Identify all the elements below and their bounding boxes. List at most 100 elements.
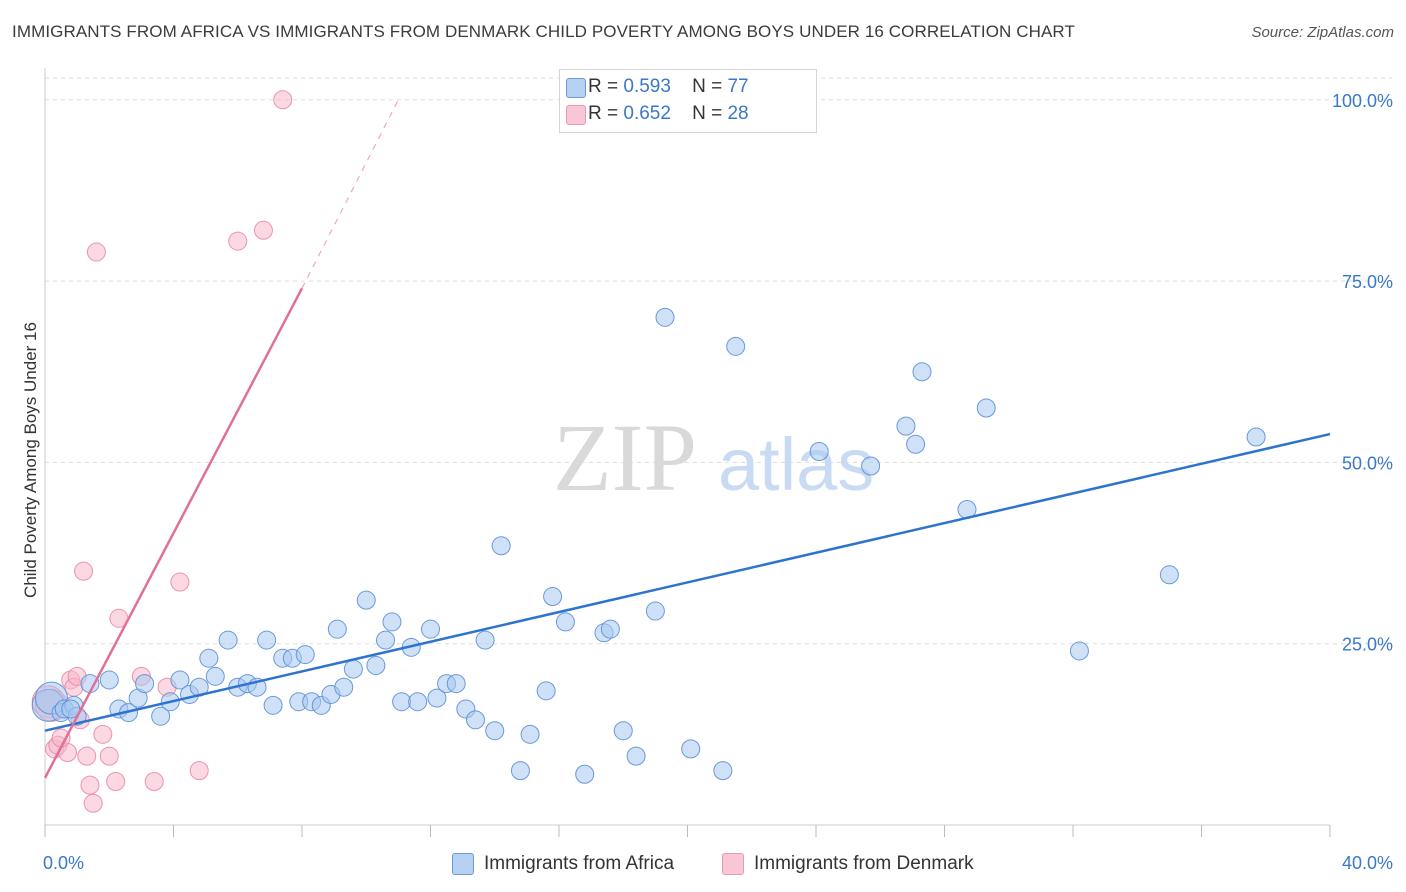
trend-layer bbox=[43, 99, 1331, 779]
africa-point bbox=[376, 630, 396, 650]
y-tick-label: 75.0% bbox=[1342, 272, 1393, 292]
denmark-trend-line bbox=[43, 287, 304, 779]
africa-point bbox=[536, 681, 556, 701]
stats-row-africa: R = 0.593 N = 77 bbox=[566, 74, 749, 100]
legend-denmark-label: Immigrants from Denmark bbox=[754, 853, 974, 874]
africa-point bbox=[555, 612, 575, 632]
africa-point bbox=[356, 590, 376, 610]
africa-point bbox=[99, 670, 119, 690]
source-label: Source: ZipAtlas.com bbox=[1251, 24, 1394, 41]
y-tick-label: 100.0% bbox=[1332, 91, 1393, 111]
africa-point bbox=[906, 434, 926, 454]
legend-item-denmark[interactable]: Immigrants from Denmark bbox=[722, 850, 974, 878]
africa-point bbox=[135, 674, 155, 694]
stats-row-denmark: R = 0.652 N = 28 bbox=[566, 101, 749, 127]
denmark-point bbox=[77, 746, 97, 766]
legend-africa-label: Immigrants from Africa bbox=[484, 853, 675, 874]
watermark-atlas: atlas bbox=[718, 423, 874, 506]
africa-r-value: 0.593 bbox=[623, 76, 671, 97]
africa-point bbox=[343, 659, 363, 679]
denmark-swatch bbox=[566, 105, 586, 125]
africa-point bbox=[613, 721, 633, 741]
denmark-point bbox=[228, 231, 248, 251]
denmark-point bbox=[80, 775, 100, 795]
africa-point bbox=[446, 674, 466, 694]
africa-n-label: N = bbox=[692, 76, 723, 97]
africa-point bbox=[327, 619, 347, 639]
denmark-point bbox=[74, 561, 94, 581]
africa-point bbox=[681, 739, 701, 759]
africa-point bbox=[392, 692, 412, 712]
africa-point bbox=[218, 630, 238, 650]
africa-point bbox=[382, 612, 402, 632]
denmark-point bbox=[170, 572, 190, 592]
legend-item-africa[interactable]: Immigrants from Africa bbox=[452, 850, 674, 878]
africa-point bbox=[1069, 641, 1089, 661]
x-tick-label: 40.0% bbox=[1342, 853, 1393, 873]
denmark-trend-extension bbox=[301, 99, 399, 289]
africa-point bbox=[896, 416, 916, 436]
africa-point bbox=[713, 761, 733, 781]
watermark: ZIP atlas bbox=[553, 404, 874, 511]
africa-point bbox=[626, 746, 646, 766]
africa-point bbox=[491, 536, 511, 556]
legend-africa-swatch bbox=[452, 853, 474, 875]
africa-point bbox=[151, 706, 171, 726]
denmark-r-value: 0.652 bbox=[623, 103, 671, 124]
legend-denmark-swatch bbox=[722, 853, 744, 875]
denmark-point bbox=[189, 761, 209, 781]
africa-point bbox=[366, 655, 386, 675]
africa-point bbox=[912, 362, 932, 382]
africa-trend-line bbox=[44, 432, 1331, 732]
africa-point bbox=[645, 601, 665, 621]
denmark-point bbox=[93, 724, 113, 744]
africa-point bbox=[543, 587, 563, 607]
africa-point bbox=[575, 764, 595, 784]
africa-point bbox=[1246, 427, 1266, 447]
africa-point bbox=[257, 630, 277, 650]
africa-point bbox=[408, 692, 428, 712]
africa-point bbox=[295, 645, 315, 665]
denmark-point bbox=[51, 728, 71, 748]
denmark-point bbox=[144, 771, 164, 791]
africa-point bbox=[809, 442, 829, 461]
africa-point bbox=[205, 666, 225, 686]
denmark-n-value: 28 bbox=[727, 103, 749, 124]
y-tick-label: 25.0% bbox=[1342, 635, 1393, 655]
bottom-legend: Immigrants from Africa Immigrants from D… bbox=[0, 850, 1406, 880]
africa-point bbox=[976, 398, 996, 418]
chart-title: IMMIGRANTS FROM AFRICA VS IMMIGRANTS FRO… bbox=[12, 22, 1075, 41]
africa-point bbox=[600, 619, 620, 639]
africa-point bbox=[465, 710, 485, 730]
africa-point bbox=[199, 648, 219, 668]
denmark-point bbox=[253, 220, 273, 240]
africa-point bbox=[510, 761, 530, 781]
denmark-n-label: N = bbox=[692, 103, 723, 124]
x-tick-label: 0.0% bbox=[43, 853, 84, 873]
africa-point bbox=[263, 695, 283, 715]
denmark-point bbox=[86, 242, 106, 262]
denmark-r-label: R = bbox=[588, 103, 619, 124]
denmark-point bbox=[106, 771, 126, 791]
africa-point bbox=[520, 724, 540, 744]
africa-point bbox=[655, 307, 675, 327]
africa-point bbox=[1159, 565, 1179, 585]
africa-point bbox=[861, 456, 881, 476]
stats-legend: R = 0.593 N = 77 R = 0.652 N = 28 bbox=[559, 69, 817, 133]
watermark-zip: ZIP bbox=[553, 404, 697, 511]
africa-point bbox=[334, 677, 354, 697]
africa-point bbox=[475, 630, 495, 650]
denmark-point bbox=[83, 793, 103, 813]
africa-point bbox=[485, 721, 505, 741]
denmark-point bbox=[273, 90, 293, 110]
tick-label-layer: 25.0% 50.0% 75.0% 100.0% 0.0% 40.0% bbox=[43, 91, 1393, 873]
africa-point bbox=[427, 688, 447, 708]
africa-point bbox=[421, 619, 440, 639]
y-tick-label: 50.0% bbox=[1342, 453, 1393, 473]
africa-point bbox=[170, 670, 190, 690]
africa-point bbox=[61, 699, 81, 719]
denmark-point bbox=[99, 746, 119, 766]
africa-point bbox=[726, 336, 746, 356]
africa-r-label: R = bbox=[588, 76, 619, 97]
